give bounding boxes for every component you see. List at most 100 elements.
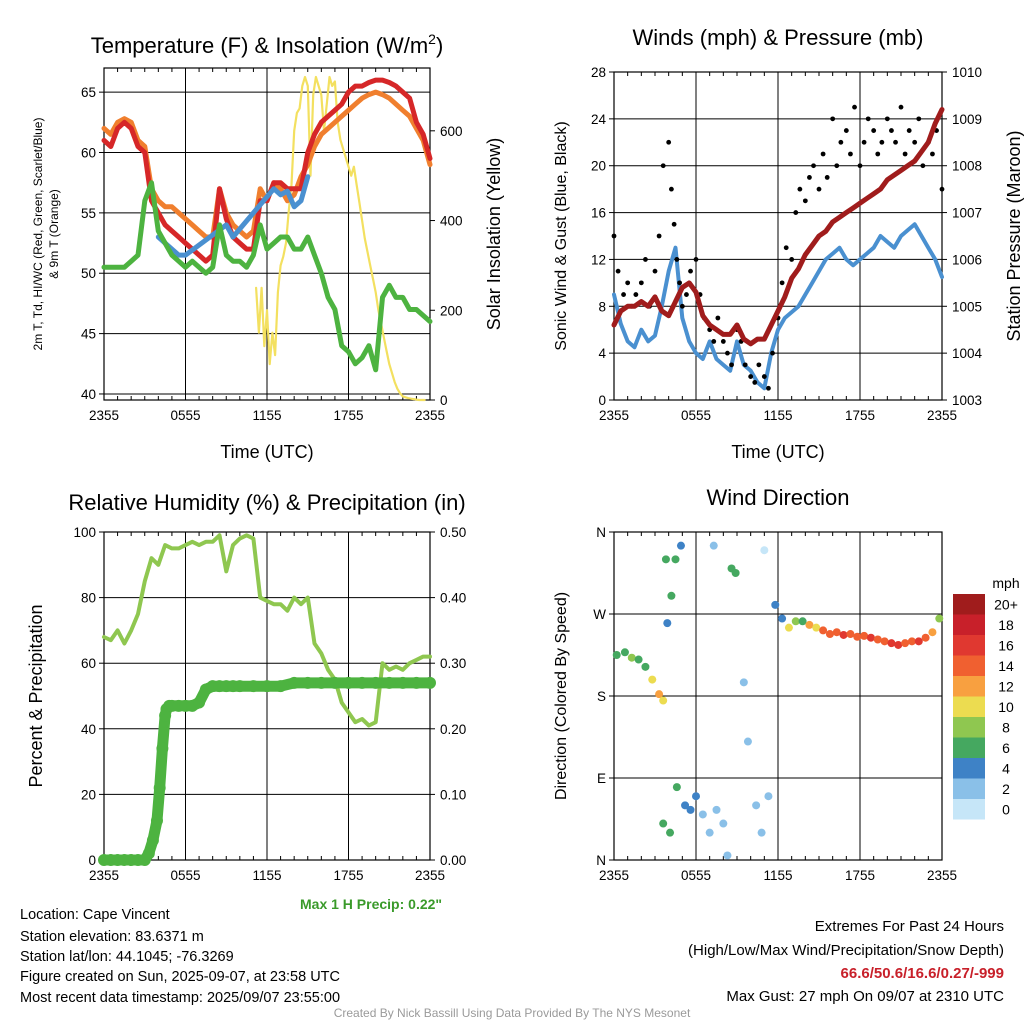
rh-panel-ytick-label: 20 (81, 787, 96, 802)
wind-gust-point (824, 175, 830, 180)
wdir-point (791, 617, 800, 626)
wdir-point (839, 630, 848, 639)
wind-panel-ytick-label: 0 (598, 393, 606, 408)
temp-panel-xtick-label: 1155 (252, 408, 281, 423)
rh-precip-point (301, 676, 314, 689)
wdir-point (648, 675, 657, 684)
colorbar-swatch (953, 655, 985, 676)
rh-ylabel: Percent & Precipitation (26, 604, 46, 787)
colorbar-label: 16 (998, 637, 1014, 653)
wind-gust-point (625, 280, 631, 286)
wdir-point (832, 628, 841, 637)
wind-panel-ytick-label: 24 (591, 112, 607, 127)
wind-gust-point (752, 380, 758, 385)
wdir-point (705, 828, 714, 837)
rh-precip-point (410, 676, 423, 689)
wind-panel-xtick-label: 2355 (927, 408, 957, 423)
wind-panel-y2tick-label: 1005 (952, 299, 982, 314)
wind-panel-y2tick-label: 1003 (952, 393, 982, 408)
colorbar-label: 12 (998, 678, 1014, 694)
wind-gust-point (802, 198, 808, 204)
rh-precip-point (150, 814, 163, 827)
wdir-point (805, 620, 814, 629)
wdir-point (620, 648, 629, 657)
wind-gust-point (820, 151, 826, 157)
wind-gust-point (761, 374, 767, 379)
wdir-point (901, 639, 910, 648)
colorbar-swatch (953, 676, 985, 697)
colorbar-swatch (953, 696, 985, 717)
wdir-point (880, 637, 889, 646)
temp-panel-y2tick-label: 600 (440, 124, 463, 139)
wind-panel-y2tick-label: 1008 (952, 159, 982, 174)
wind-gust-point (838, 139, 844, 145)
extremes-header: Extremes For Past 24 Hours (814, 918, 1004, 935)
temp-panel-xtick-label: 1755 (333, 408, 363, 423)
temp-panel-y2tick-label: 200 (440, 303, 463, 318)
colorbar-swatch (953, 717, 985, 738)
wdir-point (659, 696, 668, 705)
wdir-point (686, 805, 695, 814)
wind-gust-point (679, 303, 685, 309)
wind-gust-point (611, 233, 617, 239)
temp-title-end: ) (436, 33, 443, 58)
wdir-point (698, 810, 707, 819)
wind-gust-point (857, 163, 863, 169)
wind-panel-y2tick-label: 1006 (952, 252, 982, 267)
wind-panel-xtick-label: 0555 (681, 408, 711, 423)
wind-gust-point (906, 128, 912, 133)
wind-gust-point (766, 385, 771, 391)
wdir-point (641, 662, 650, 671)
wdir-point (784, 623, 793, 632)
wdir-panel-ytick-label: W (593, 607, 606, 622)
wind-gust-point (615, 268, 621, 274)
rh-precip-point (342, 676, 355, 689)
colorbar-label: 18 (998, 617, 1014, 633)
colorbar-title: mph (992, 575, 1019, 591)
wind-gust-point (656, 233, 662, 239)
wind-gust-point (848, 151, 853, 157)
station-elevation: Station elevation: 83.6371 m (20, 929, 204, 945)
wind-gust-point (660, 163, 666, 169)
wind-gust-point (638, 280, 644, 286)
rh-panel-axes: 2355 0555 1155 1755 23550204060801000.000.10… (73, 525, 466, 883)
wind-gust-point (793, 210, 799, 215)
rh-panel-xtick-label: 1155 (252, 868, 281, 883)
temp-panel-ytick-label: 60 (81, 146, 96, 161)
temp-ylabel-line2: & 9m T (Orange) (47, 189, 61, 279)
wind-gust-point (671, 221, 677, 227)
rh-panel-y2tick-label: 0.20 (440, 722, 466, 737)
wind-gust-point (666, 139, 672, 145)
temp-panel-xtick-label: 2355 (415, 408, 445, 423)
wind-gust-point (811, 163, 816, 169)
colorbar-label: 10 (998, 699, 1014, 715)
wdir-point (764, 792, 773, 801)
wind-gust-point (861, 139, 867, 145)
wdir-panel-xtick-label: 1155 (763, 868, 792, 883)
wind-title: Winds (mph) & Pressure (mb) (633, 25, 924, 50)
wdir-point (760, 546, 769, 555)
wdir-point (672, 783, 681, 792)
wdir-point (709, 541, 718, 550)
wind-gust-point (797, 186, 803, 192)
colorbar-label: 8 (1002, 719, 1010, 735)
wind-gust-point (889, 128, 894, 133)
figure-created: Figure created on Sun, 2025-09-07, at 23… (20, 969, 340, 985)
extremes-legend: (High/Low/Max Wind/Precipitation/Snow De… (688, 942, 1004, 959)
wind-panel-xtick-label: 1755 (845, 408, 875, 423)
wdir-point (819, 626, 828, 635)
wind-gust-point (742, 362, 748, 368)
wdir-point (676, 541, 685, 550)
temp-panel-xtick-label: 2355 (89, 408, 119, 423)
max-hourly-precip: Max 1 H Precip: 0.22" (300, 896, 443, 912)
wind-gust-point (693, 257, 699, 262)
wdir-ylabel: Direction (Colored By Speed) (553, 592, 570, 800)
rh-panel-xtick-label: 1755 (333, 868, 363, 883)
wdir-point (667, 591, 676, 600)
rh-panel-y2tick-label: 0.10 (440, 787, 466, 802)
wind-gust-point (643, 257, 648, 262)
colorbar-label: 2 (1002, 781, 1010, 797)
wind-panel-y2tick-label: 1004 (952, 346, 983, 361)
wind-panel-xtick-label: 2355 (599, 408, 629, 423)
wind-panel-ytick-label: 16 (591, 206, 606, 221)
